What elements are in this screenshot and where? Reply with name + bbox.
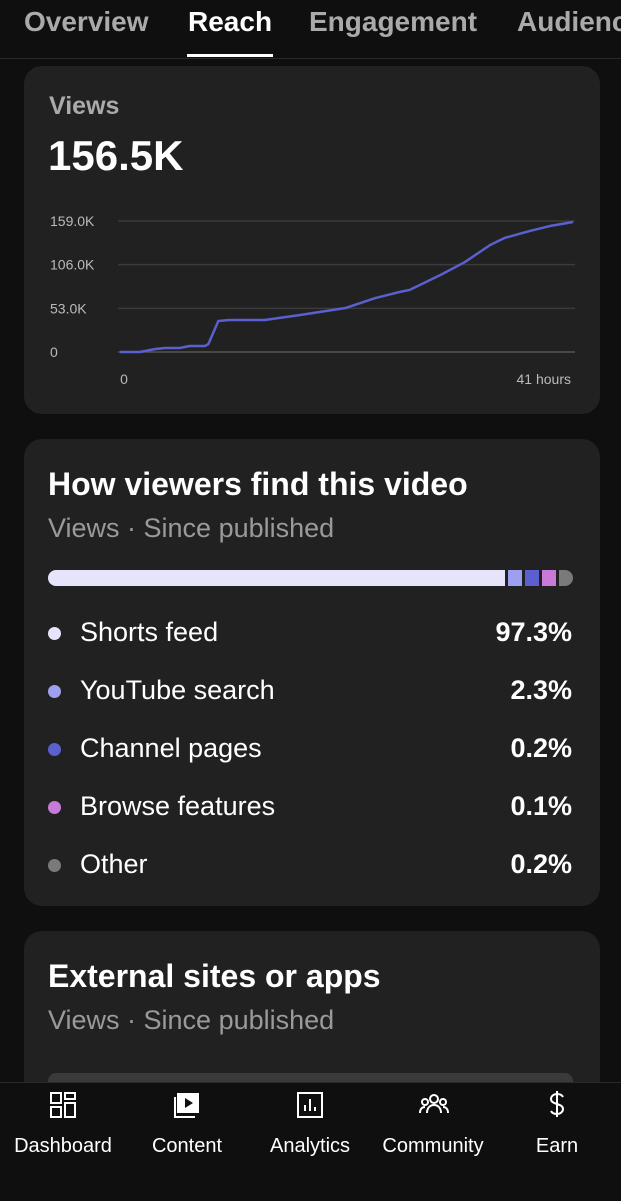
source-name: YouTube search xyxy=(80,675,275,705)
bar-segment xyxy=(542,570,556,586)
earn-icon xyxy=(549,1091,565,1117)
legend-dot xyxy=(48,685,61,698)
views-label: Views xyxy=(49,92,120,120)
nav-item[interactable]: Dashboard xyxy=(14,1135,112,1157)
source-row: Browse features 0.1% xyxy=(48,787,572,827)
y-tick-label: 0 xyxy=(50,344,58,360)
source-row: Shorts feed 97.3% xyxy=(48,613,572,653)
bar-segment xyxy=(508,570,522,586)
x-tick-label: 0 xyxy=(120,371,128,387)
dashboard-icon xyxy=(50,1092,76,1118)
legend-dot xyxy=(48,743,61,756)
tab[interactable]: Audience xyxy=(517,6,621,37)
source-row: Channel pages 0.2% xyxy=(48,729,572,769)
nav-item[interactable]: Earn xyxy=(535,1135,579,1157)
content-icon xyxy=(174,1093,199,1118)
sources-bar xyxy=(48,570,573,586)
source-name: Other xyxy=(80,849,148,879)
source-percent: 0.1% xyxy=(510,791,572,821)
card-title: External sites or apps xyxy=(48,958,381,994)
nav-item[interactable]: Community xyxy=(382,1135,484,1157)
source-percent: 0.2% xyxy=(510,733,572,763)
tab-underline xyxy=(187,54,273,57)
x-tick-label: 41 hours xyxy=(517,371,571,387)
source-name: Channel pages xyxy=(80,733,262,763)
source-percent: 97.3% xyxy=(495,617,572,647)
y-tick-label: 106.0K xyxy=(50,257,95,273)
y-tick-label: 159.0K xyxy=(50,213,95,229)
source-row: Other 0.2% xyxy=(48,845,572,885)
card-title: How viewers find this video xyxy=(48,466,468,502)
source-percent: 0.2% xyxy=(510,849,572,879)
sources-card xyxy=(24,439,600,906)
bottom-nav: Dashboard Content Analytics Community Ea… xyxy=(0,1082,621,1201)
nav-item[interactable]: Content xyxy=(151,1135,223,1157)
analytics-icon xyxy=(297,1092,323,1118)
tab[interactable]: Overview xyxy=(24,6,149,37)
legend-dot xyxy=(48,627,61,640)
community-icon xyxy=(419,1094,449,1114)
bar-segment xyxy=(525,570,539,586)
views-card xyxy=(24,66,600,414)
divider xyxy=(0,58,621,59)
views-total: 156.5K xyxy=(48,132,184,179)
views-chart: 0 53.0K 106.0K 159.0K 0 41 hours xyxy=(50,213,575,387)
legend-dot xyxy=(48,801,61,814)
nav-item[interactable]: Analytics xyxy=(269,1135,351,1157)
card-subtitle: Views · Since published xyxy=(48,513,335,543)
tab[interactable]: Engagement xyxy=(309,6,478,37)
source-name: Browse features xyxy=(80,791,276,821)
bar-segment xyxy=(559,570,573,586)
tab-active[interactable]: Reach xyxy=(188,6,273,37)
source-percent: 2.3% xyxy=(510,675,572,705)
y-tick-label: 53.0K xyxy=(50,300,87,316)
card-subtitle: Views · Since published xyxy=(48,1005,335,1035)
views-line xyxy=(120,220,574,354)
source-row: YouTube search 2.3% xyxy=(48,671,572,711)
legend-dot xyxy=(48,859,61,872)
source-name: Shorts feed xyxy=(80,617,219,647)
bar-segment xyxy=(48,570,505,586)
